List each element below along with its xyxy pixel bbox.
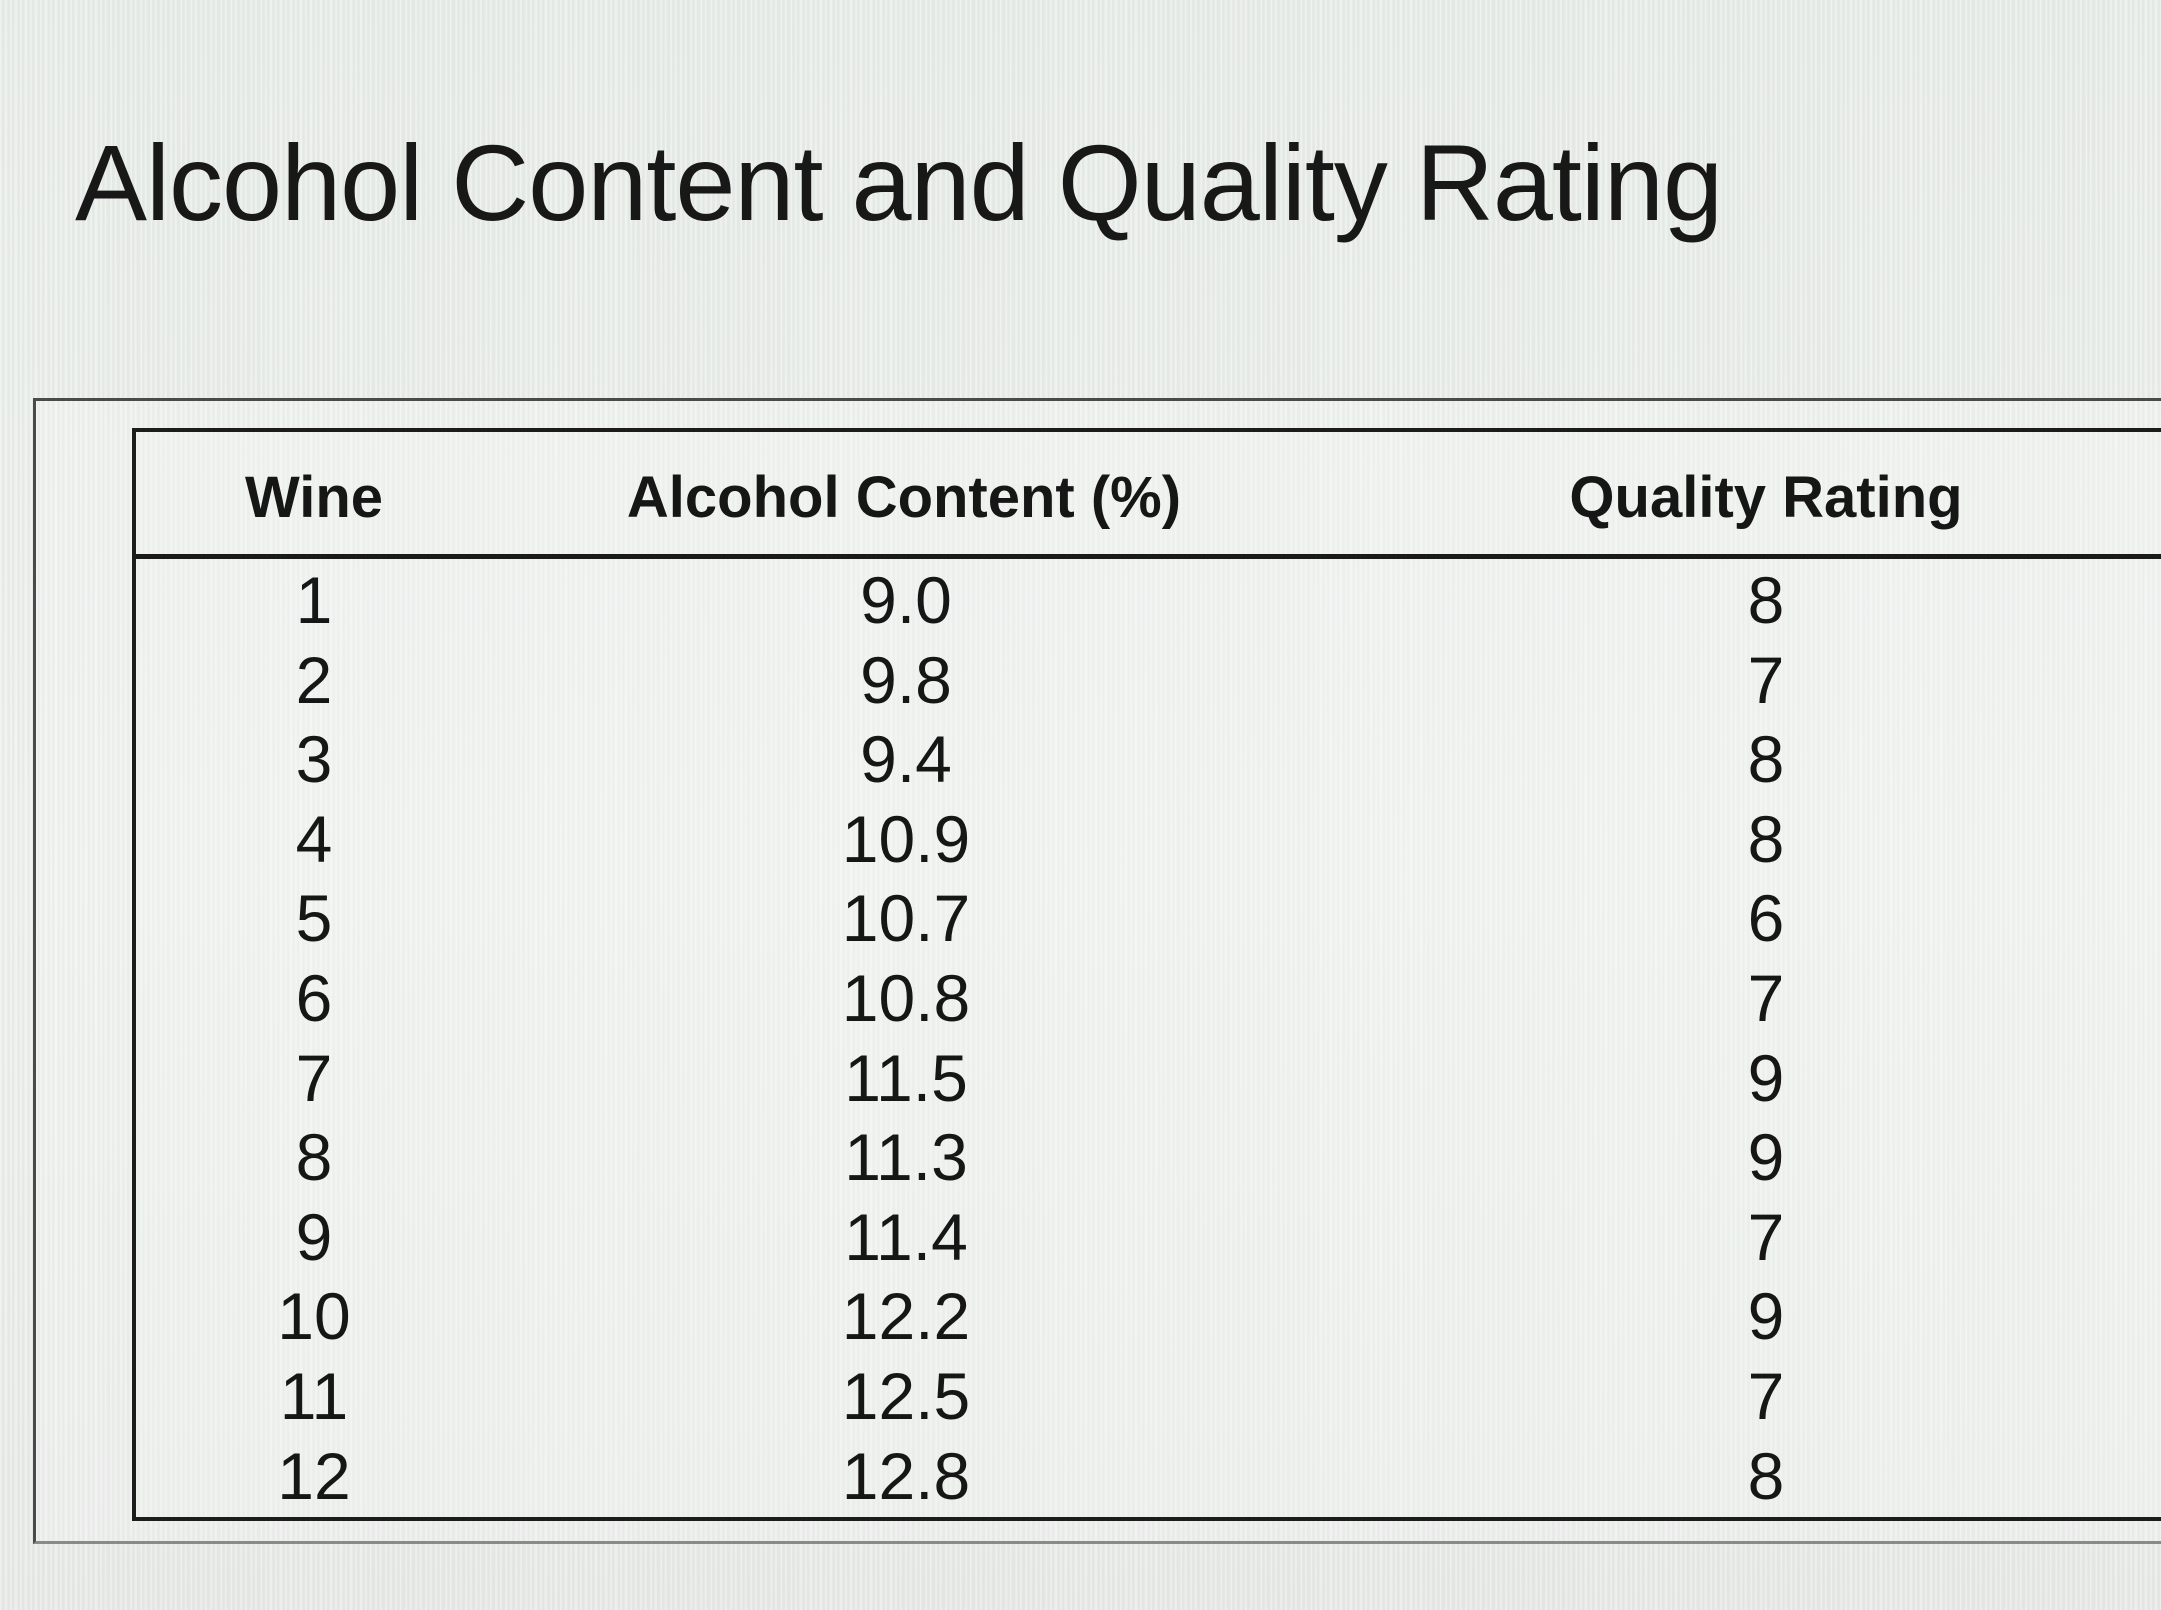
quality-rating-cell: 9: [1747, 1120, 1785, 1195]
alcohol-content-cell: 11.5: [844, 1040, 968, 1115]
alcohol-content-cell: 9.4: [860, 722, 952, 797]
quality-rating-cell: 9: [1747, 1040, 1785, 1115]
table-row: 11 12.5 7: [136, 1355, 2161, 1435]
wine-number-cell: 1: [295, 563, 333, 637]
table-row: 2 9.8 7: [136, 639, 2161, 719]
alcohol-content-cell: 12.5: [841, 1358, 971, 1433]
table-panel: [33, 398, 2161, 1544]
quality-rating-cell: 8: [1747, 1438, 1785, 1513]
wine-number-cell: 4: [295, 801, 333, 876]
alcohol-content-cell: 12.8: [841, 1438, 971, 1513]
table-row: 5 10.7 6: [136, 877, 2161, 957]
table-row: 3 9.4 8: [136, 718, 2161, 798]
wine-number-cell: 10: [277, 1279, 351, 1354]
wine-number-cell: 3: [295, 722, 333, 797]
quality-rating-cell: 7: [1747, 642, 1785, 717]
table-row: 8 11.3 9: [136, 1116, 2161, 1196]
table-row: 9 11.4 7: [136, 1196, 2161, 1276]
quality-rating-cell: 7: [1747, 1358, 1785, 1433]
quality-rating-cell: 8: [1747, 722, 1785, 797]
quality-rating-cell: 7: [1747, 1199, 1785, 1274]
table-row: 4 10.9 8: [136, 798, 2161, 878]
page-title: Alcohol Content and Quality Rating: [75, 122, 1723, 243]
wine-number-cell: 5: [295, 881, 333, 956]
column-header-alcohol-content: Alcohol Content (%): [626, 465, 1182, 530]
quality-rating-cell: 8: [1747, 563, 1785, 637]
alcohol-content-cell: 9.8: [860, 642, 952, 717]
column-header-quality-rating: Quality Rating: [1569, 465, 1963, 530]
table-row: 6 10.8 7: [136, 957, 2161, 1037]
quality-rating-cell: 9: [1747, 1279, 1785, 1354]
table-row: 7 11.5 9: [136, 1037, 2161, 1117]
quality-rating-cell: 7: [1747, 960, 1785, 1035]
table-row: 1 9.0 8: [136, 559, 2161, 639]
wine-number-cell: 12: [277, 1438, 351, 1513]
alcohol-content-cell: 10.9: [841, 801, 971, 876]
alcohol-content-cell: 10.8: [841, 960, 971, 1035]
alcohol-content-cell: 9.0: [860, 563, 952, 637]
alcohol-content-cell: 12.2: [841, 1279, 971, 1354]
table-body: 1 9.0 8 2 9.8 7 3 9.4 8 4 10.9 8 5 10.7 6 6 10.8 7 7 11.5 9 8…: [136, 559, 2161, 1514]
wine-number-cell: 9: [295, 1199, 333, 1274]
wine-number-cell: 11: [279, 1358, 349, 1433]
table-header-row: Wine Alcohol Content (%) Quality Rating: [136, 432, 2161, 559]
quality-rating-cell: 6: [1747, 881, 1785, 956]
quality-rating-cell: 8: [1747, 801, 1785, 876]
table-row: 10 12.2 9: [136, 1275, 2161, 1355]
table-row: 12 12.8 8: [136, 1435, 2161, 1515]
alcohol-content-cell: 11.4: [844, 1199, 968, 1274]
wine-number-cell: 8: [295, 1120, 333, 1195]
wine-number-cell: 7: [295, 1040, 333, 1115]
data-table: Wine Alcohol Content (%) Quality Rating …: [132, 428, 2161, 1521]
alcohol-content-cell: 10.7: [841, 881, 971, 956]
wine-number-cell: 6: [295, 960, 333, 1035]
wine-number-cell: 2: [295, 642, 333, 717]
column-header-wine: Wine: [244, 465, 384, 530]
alcohol-content-cell: 11.3: [844, 1120, 968, 1195]
